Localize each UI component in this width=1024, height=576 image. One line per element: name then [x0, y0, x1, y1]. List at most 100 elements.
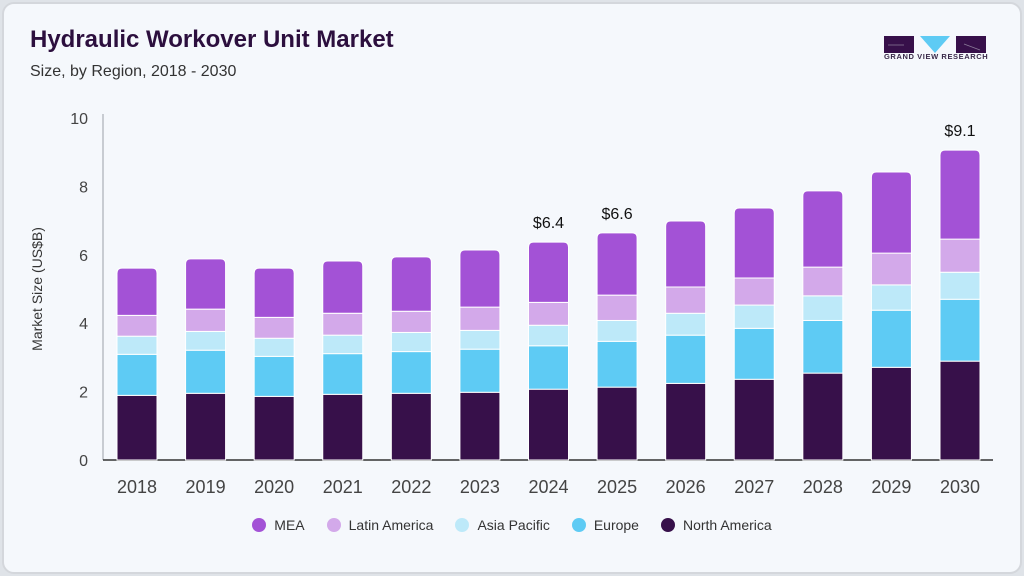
x-tick-label: 2021	[323, 477, 363, 497]
x-tick-label: 2024	[528, 477, 568, 497]
x-tick-label: 2025	[597, 477, 637, 497]
bar-segment-asia-pacific	[116, 335, 158, 355]
bar-segment-mea	[596, 232, 638, 296]
x-tick-label: 2019	[186, 477, 226, 497]
bar-segment-mea	[939, 149, 981, 240]
legend-swatch	[326, 518, 341, 532]
bar-segment-north-america	[185, 392, 227, 461]
bar-segment-asia-pacific	[733, 304, 775, 329]
y-tick-label: 2	[79, 385, 88, 402]
x-tick-label: 2030	[940, 477, 980, 497]
legend-label: Latin America	[348, 517, 434, 533]
bar-segment-europe	[665, 334, 707, 384]
legend-label: Europe	[593, 517, 639, 533]
bar-segment-europe	[116, 353, 158, 396]
bar-segment-mea	[322, 260, 364, 314]
x-tick-label: 2023	[460, 477, 500, 497]
y-tick-label: 10	[70, 111, 88, 128]
legend-swatch	[455, 518, 470, 532]
bar-segment-latin-america	[528, 301, 569, 326]
logo-text: GRAND VIEW RESEARCH	[884, 52, 989, 61]
bar-segment-europe	[596, 340, 638, 388]
data-label: $6.4	[533, 215, 564, 232]
bar-segment-north-america	[390, 392, 432, 461]
bar-segment-europe	[870, 309, 912, 368]
bar-segment-latin-america	[459, 306, 501, 331]
x-tick-label: 2020	[254, 477, 294, 497]
chart-title: Hydraulic Workover Unit Market	[30, 26, 394, 53]
bar-segment-mea	[665, 220, 707, 288]
bar-segment-mea	[185, 258, 227, 310]
legend-swatch	[571, 518, 586, 532]
legend-item-north-america: North America	[660, 517, 772, 533]
bar-segment-latin-america	[390, 310, 432, 333]
y-tick-label: 6	[79, 248, 88, 265]
bar-segment-north-america	[116, 394, 158, 461]
bar-segment-asia-pacific	[802, 295, 844, 321]
bar-segment-asia-pacific	[665, 312, 707, 336]
bar-segment-mea	[528, 241, 569, 303]
bar-segment-latin-america	[802, 266, 844, 297]
bar-segment-north-america	[459, 391, 501, 461]
bar-segment-north-america	[322, 393, 364, 461]
bar-segment-asia-pacific	[322, 334, 364, 355]
legend-item-latin-america: Latin America	[326, 517, 434, 533]
bar-segment-latin-america	[253, 316, 295, 339]
bar-segment-north-america	[733, 378, 775, 461]
bar-segment-mea	[870, 171, 912, 254]
bar-segment-latin-america	[870, 252, 912, 286]
data-label: $6.6	[602, 206, 633, 223]
y-axis-title: Market Size (US$B)	[29, 227, 45, 351]
x-tick-label: 2018	[117, 477, 157, 497]
bar-segment-europe	[802, 319, 844, 374]
bar-segment-asia-pacific	[390, 331, 432, 353]
bar-segment-latin-america	[733, 277, 775, 306]
bar-segment-europe	[733, 327, 775, 380]
bar-segment-north-america	[665, 382, 707, 461]
bar-segment-north-america	[528, 388, 569, 461]
bar-segment-europe	[528, 345, 569, 390]
data-label: $9.1	[944, 123, 975, 140]
bar-segment-asia-pacific	[870, 284, 912, 311]
legend-swatch	[660, 518, 675, 532]
grand-view-research-logo	[884, 36, 986, 53]
bar-segment-north-america	[253, 395, 295, 461]
chart-subtitle: Size, by Region, 2018 - 2030	[30, 63, 237, 80]
legend-item-mea: MEA	[252, 517, 305, 533]
bar-segment-mea	[390, 256, 432, 312]
legend-label: Asia Pacific	[477, 517, 550, 533]
bar-segment-europe	[185, 349, 227, 394]
bar-segment-mea	[733, 207, 775, 279]
bar-segment-asia-pacific	[459, 329, 501, 350]
bar-segment-asia-pacific	[596, 319, 638, 342]
bar-segment-europe	[390, 351, 432, 394]
bar-segment-mea	[459, 249, 501, 308]
x-tick-label: 2029	[871, 477, 911, 497]
bar-segment-north-america	[939, 360, 981, 461]
y-tick-label: 8	[79, 179, 88, 196]
bar-segment-europe	[322, 353, 364, 395]
bar-segment-europe	[253, 355, 295, 397]
bar-segment-mea	[116, 267, 158, 316]
y-tick-label: 4	[79, 316, 88, 333]
legend-item-asia-pacific: Asia Pacific	[455, 517, 550, 533]
legend: MEA Latin America Asia Pacific Europe North …	[0, 517, 1024, 533]
bar-segment-europe	[939, 298, 981, 362]
legend-label: MEA	[274, 517, 305, 533]
bar-segment-mea	[802, 190, 844, 268]
bar-segment-latin-america	[665, 286, 707, 314]
bar-segment-latin-america	[596, 294, 638, 321]
bar-segment-north-america	[870, 366, 912, 461]
bar-segment-mea	[253, 267, 295, 318]
bar-segment-latin-america	[322, 312, 364, 336]
bar-segment-north-america	[802, 372, 844, 461]
x-tick-label: 2026	[666, 477, 706, 497]
x-tick-label: 2027	[734, 477, 774, 497]
bar-segment-latin-america	[939, 238, 981, 273]
bar-segment-latin-america	[185, 308, 227, 332]
bar-segment-north-america	[596, 386, 638, 461]
bar-segment-latin-america	[116, 314, 158, 337]
bar-segment-asia-pacific	[528, 324, 569, 347]
